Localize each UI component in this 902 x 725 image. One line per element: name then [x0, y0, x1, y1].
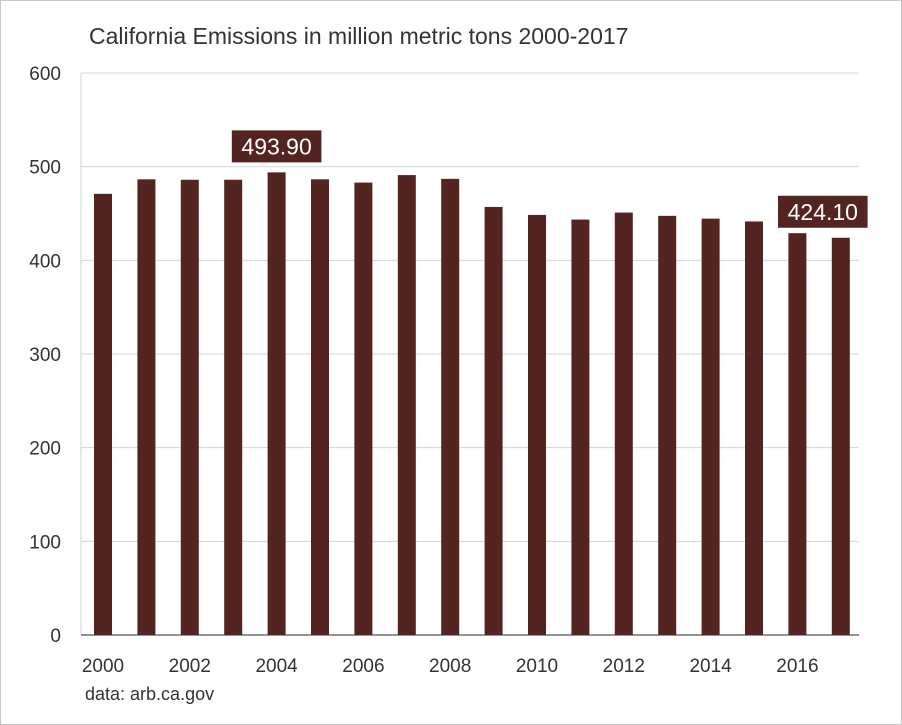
x-tick-label: 2008 — [429, 656, 471, 677]
x-tick-label: 2010 — [516, 656, 558, 677]
y-tick-label: 100 — [29, 532, 61, 553]
x-tick-label: 2016 — [776, 656, 818, 677]
bar-2008 — [441, 178, 460, 636]
data-label-2017: 424.10 — [778, 195, 868, 228]
data-source: data: arb.ca.gov — [85, 684, 215, 704]
y-tick-label: 400 — [29, 251, 61, 272]
x-axis-ticks: 2000 2002 2004 2006 2008 2010 2012 2014 2016 — [82, 656, 819, 677]
y-tick-label: 600 — [29, 64, 61, 85]
y-tick-label: 0 — [50, 626, 61, 647]
bar-2011 — [571, 219, 590, 636]
x-tick-label: 2006 — [342, 656, 384, 677]
bar-2017 — [831, 237, 850, 635]
bar-2007 — [397, 175, 416, 635]
bar-2014 — [701, 218, 720, 635]
bar-2010 — [528, 214, 546, 635]
bar-2016 — [788, 233, 807, 636]
x-tick-label: 2002 — [169, 656, 211, 677]
x-tick-label: 2004 — [255, 656, 298, 677]
x-tick-label: 2014 — [689, 656, 732, 677]
bar-2006 — [354, 182, 373, 635]
bar-2000 — [94, 193, 112, 635]
bar-2012 — [614, 212, 633, 635]
x-tick-label: 2000 — [82, 656, 124, 677]
data-label-text: 424.10 — [788, 199, 858, 225]
bar-2005 — [311, 179, 329, 636]
bar-2015 — [745, 221, 763, 635]
y-tick-label: 500 — [29, 158, 61, 179]
y-tick-label: 300 — [29, 345, 61, 366]
data-labels: 493.90 424.10 — [231, 130, 868, 228]
y-tick-label: 200 — [29, 439, 61, 460]
x-tick-label: 2012 — [603, 656, 645, 677]
bar-2001 — [137, 179, 156, 636]
bar-2002 — [180, 179, 199, 635]
data-label-box — [231, 130, 322, 163]
bar-2004 — [267, 172, 286, 635]
gridlines — [80, 72, 859, 636]
chart-title: California Emissions in million metric t… — [89, 23, 629, 49]
bar-2003 — [224, 179, 243, 635]
data-label-text: 493.90 — [241, 133, 311, 159]
data-label-2004: 493.90 — [231, 130, 322, 163]
bars — [94, 172, 850, 636]
y-axis-ticks: 0 100 200 300 400 500 600 — [29, 64, 61, 647]
bar-2013 — [658, 215, 677, 635]
bar-2009 — [484, 206, 503, 635]
data-label-box — [778, 195, 868, 228]
